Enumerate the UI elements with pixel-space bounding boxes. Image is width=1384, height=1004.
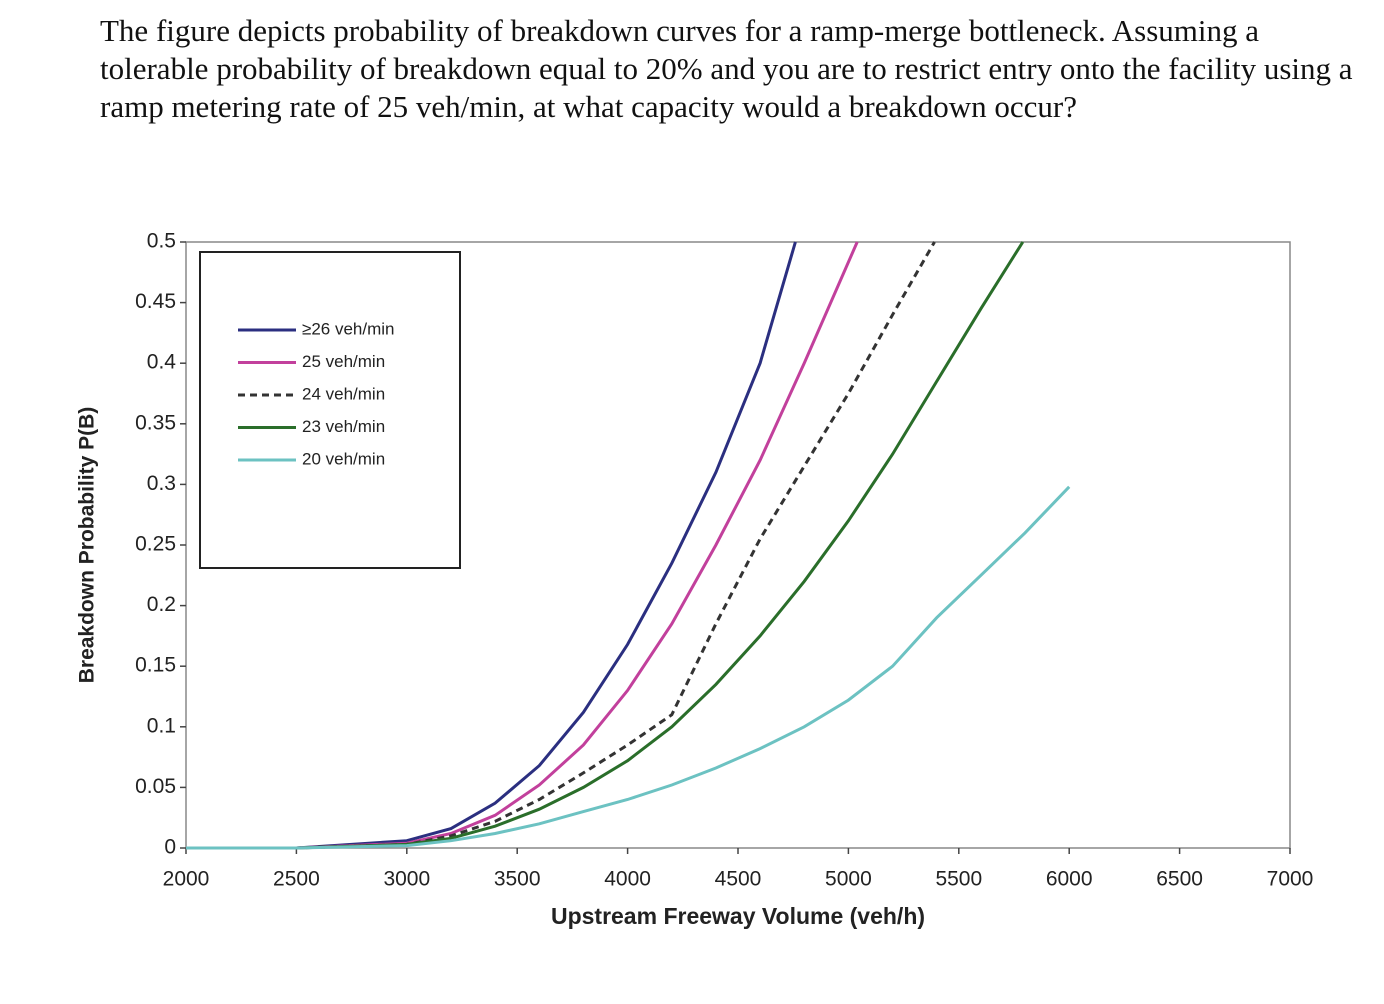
series-line bbox=[186, 241, 797, 850]
y-tick-label: 0.3 bbox=[147, 472, 176, 495]
y-tick-label: 0 bbox=[164, 836, 176, 859]
x-tick-label: 5500 bbox=[935, 868, 982, 891]
legend-label: 25 veh/min bbox=[302, 352, 385, 371]
x-tick-label: 2500 bbox=[273, 868, 320, 891]
x-tick-label: 7000 bbox=[1267, 868, 1314, 891]
y-tick-label: 0.35 bbox=[135, 411, 176, 434]
legend-label: ≥26 veh/min bbox=[302, 319, 395, 338]
y-tick-label: 0.05 bbox=[135, 775, 176, 798]
x-tick-label: 6000 bbox=[1046, 868, 1093, 891]
x-tick-label: 3500 bbox=[494, 868, 541, 891]
legend-label: 24 veh/min bbox=[302, 384, 385, 403]
x-tick-label: 2000 bbox=[163, 868, 210, 891]
x-tick-label: 3000 bbox=[383, 868, 430, 891]
series-line bbox=[186, 485, 1071, 850]
y-tick-label: 0.1 bbox=[147, 714, 176, 737]
y-tick-label: 0.4 bbox=[147, 351, 177, 374]
x-tick-label: 4500 bbox=[715, 868, 762, 891]
legend-label: 23 veh/min bbox=[302, 417, 385, 436]
y-axis-label: Breakdown Probability P(B) bbox=[76, 407, 99, 684]
y-tick-label: 0.5 bbox=[147, 230, 176, 253]
x-axis-label: Upstream Freeway Volume (veh/h) bbox=[551, 903, 925, 929]
x-tick-label: 5000 bbox=[825, 868, 872, 891]
legend-label: 20 veh/min bbox=[302, 449, 385, 468]
y-tick-label: 0.2 bbox=[147, 593, 176, 616]
series-line bbox=[186, 241, 1025, 850]
y-tick-label: 0.25 bbox=[135, 533, 176, 556]
x-tick-label: 6500 bbox=[1156, 868, 1203, 891]
y-tick-label: 0.15 bbox=[135, 654, 176, 677]
legend-box bbox=[199, 251, 461, 569]
y-tick-label: 0.45 bbox=[135, 290, 176, 313]
x-tick-label: 4000 bbox=[604, 868, 651, 891]
question: The figure depicts probability of breakd… bbox=[100, 13, 1353, 124]
series-line bbox=[186, 241, 936, 850]
